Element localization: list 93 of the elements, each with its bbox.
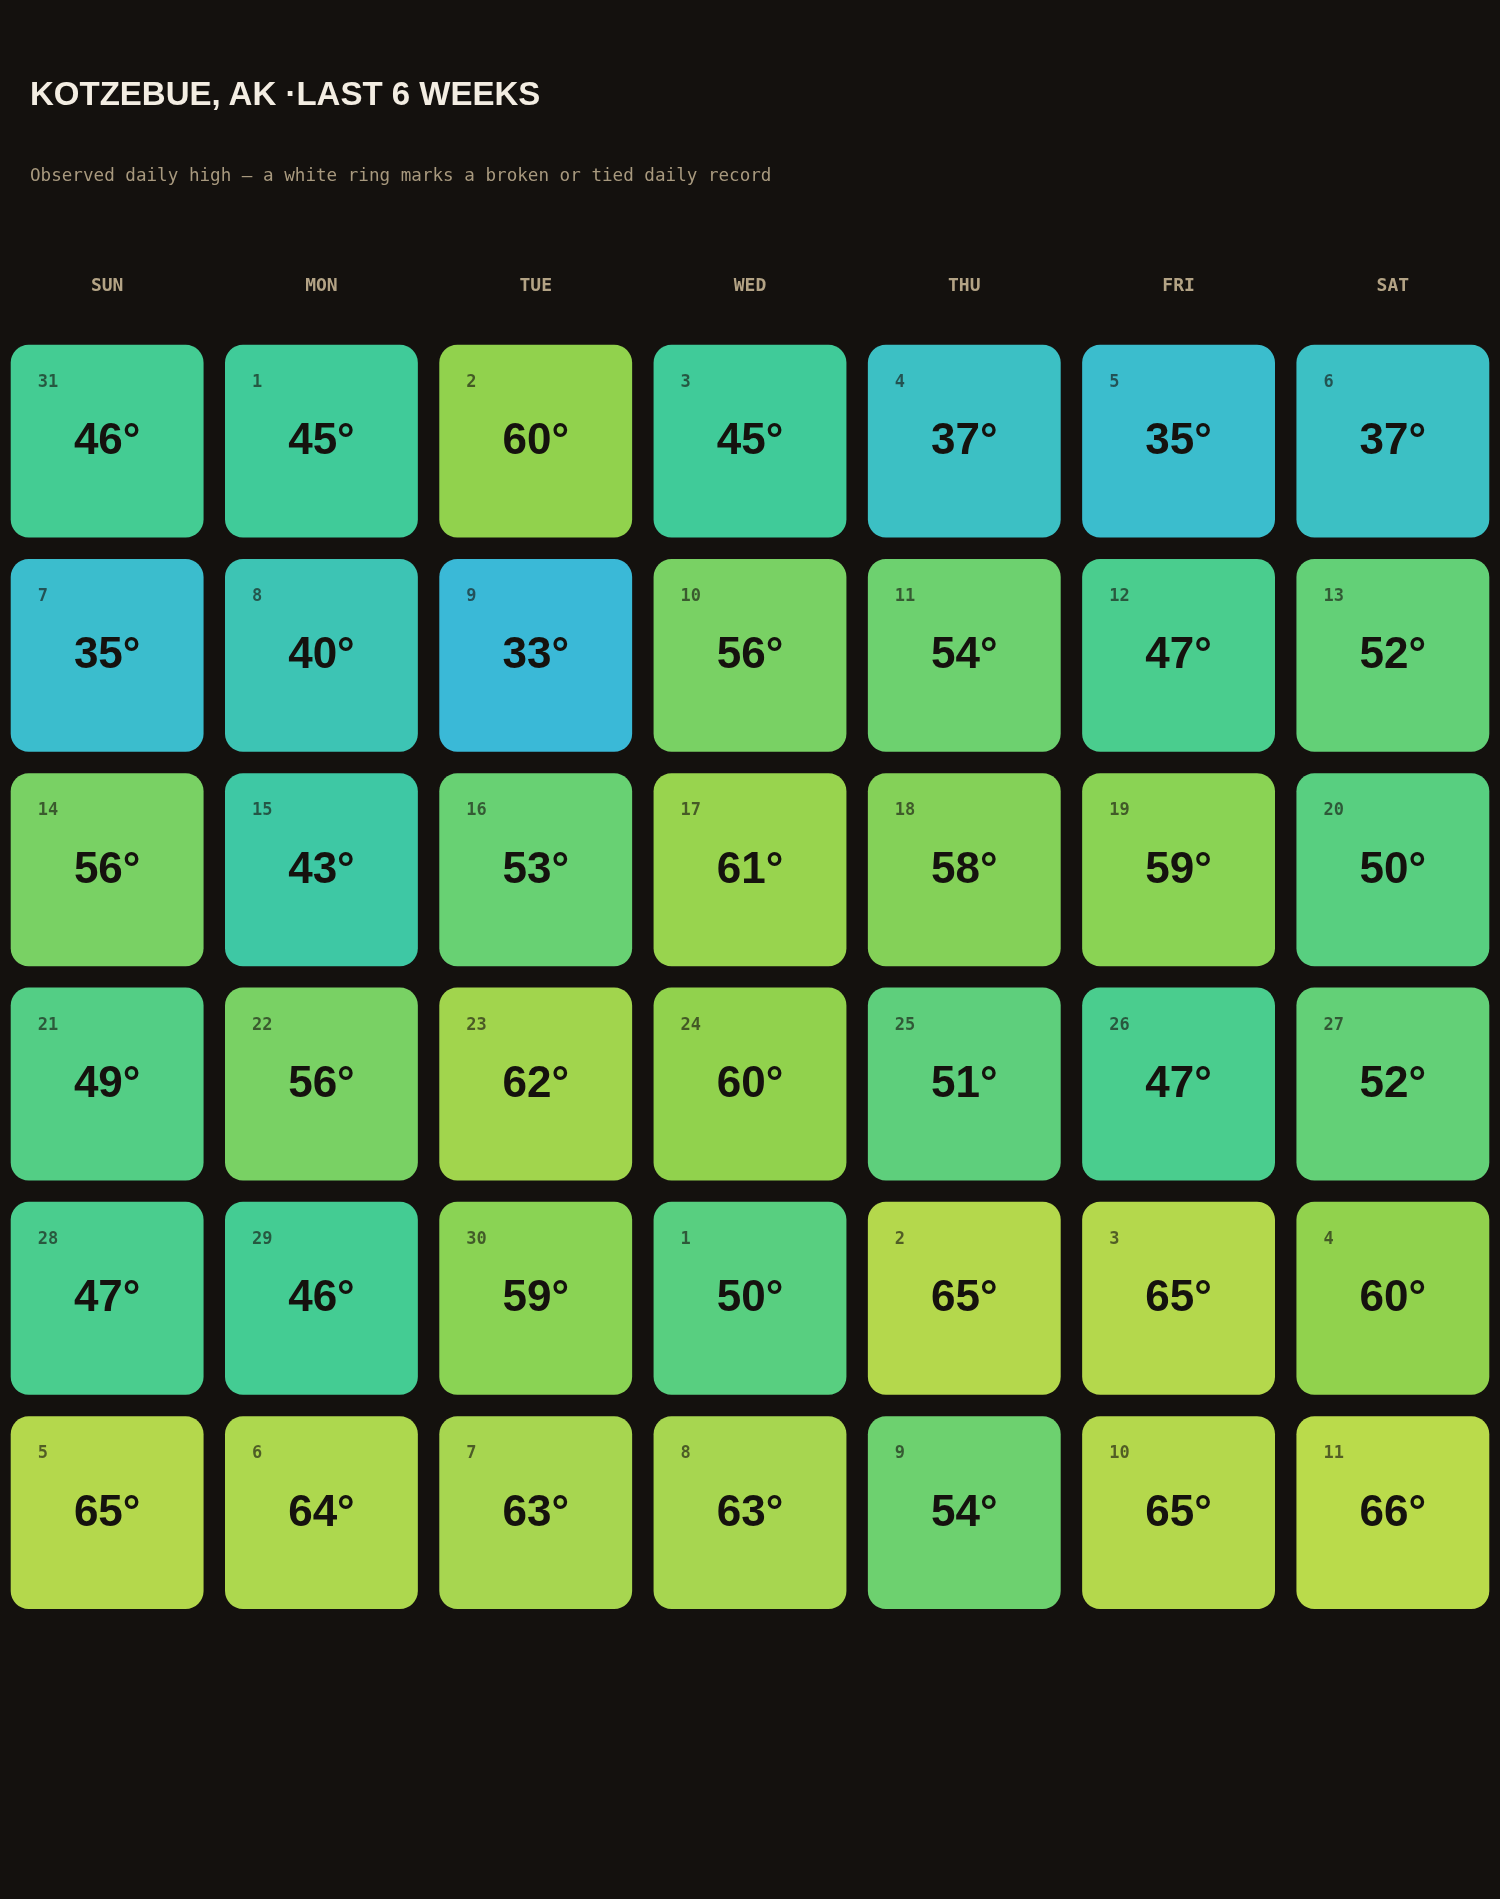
annotation: 23 (466, 1013, 487, 1034)
annotation: 24 (680, 1013, 702, 1034)
chart-subtitle: Observed daily high — a white ring marks a broken or tied daily record (30, 165, 772, 186)
annotation: 31 (37, 370, 59, 391)
annotation: 20 (1323, 799, 1344, 820)
data-label: 47° (1145, 1057, 1212, 1106)
annotation: 8 (680, 1442, 691, 1463)
annotation: 26 (1109, 1013, 1130, 1034)
annotation: 18 (894, 799, 916, 820)
data-label: 37° (1359, 414, 1427, 464)
annotation: 14 (37, 799, 59, 820)
data-label: 60° (716, 1057, 784, 1106)
annotation: 30 (466, 1227, 487, 1248)
annotation: 16 (466, 799, 487, 820)
data-label: 45° (716, 414, 784, 464)
data-label: 56° (73, 842, 141, 892)
annotation: 27 (1323, 1013, 1344, 1034)
annotation: 3 (1109, 1227, 1120, 1248)
data-label: 58° (931, 842, 998, 892)
data-label: 46° (73, 414, 141, 464)
data-label: 47° (1145, 628, 1212, 678)
chart-title: KOTZEBUE, AK ·LAST 6 WEEKS (30, 75, 541, 113)
data-label: 64° (288, 1485, 355, 1535)
annotation: 15 (252, 799, 273, 820)
annotation: 4 (894, 370, 906, 391)
annotation: 13 (1323, 585, 1344, 605)
data-label: 50° (716, 1271, 784, 1321)
annotation: 19 (1109, 799, 1130, 820)
data-label: 56° (716, 628, 784, 678)
data-label: 59° (1145, 842, 1212, 892)
annotation: 29 (252, 1227, 273, 1248)
data-label: 40° (288, 628, 355, 678)
x-tick-label: THU (948, 273, 981, 295)
data-label: 65° (931, 1271, 998, 1321)
data-label: 35° (73, 628, 141, 678)
annotation: 1 (680, 1227, 691, 1248)
annotation: 7 (466, 1442, 477, 1463)
annotation: 28 (37, 1227, 59, 1248)
annotation: 2 (894, 1227, 906, 1248)
annotation: 3 (680, 370, 691, 391)
data-label: 33° (502, 628, 569, 678)
data-label: 46° (288, 1271, 355, 1321)
annotation: 9 (894, 1442, 906, 1463)
x-tick-label: TUE (519, 273, 552, 295)
data-label: 50° (1359, 842, 1427, 892)
annotation: 9 (466, 585, 477, 605)
data-label: 65° (73, 1485, 141, 1535)
annotation: 6 (252, 1442, 263, 1463)
annotation: 2 (466, 370, 477, 391)
data-label: 61° (716, 842, 784, 892)
data-label: 65° (1145, 1485, 1212, 1535)
x-tick-label: SAT (1376, 273, 1410, 295)
data-label: 54° (931, 628, 998, 678)
data-label: 52° (1359, 1057, 1427, 1106)
annotation: 21 (37, 1013, 59, 1034)
data-label: 66° (1359, 1485, 1427, 1535)
data-label: 35° (1145, 414, 1212, 464)
data-label: 63° (502, 1485, 569, 1535)
annotation: 1 (252, 370, 263, 391)
data-label: 43° (288, 842, 355, 892)
data-label: 62° (502, 1057, 569, 1106)
annotation: 7 (37, 585, 48, 605)
x-tick-label: FRI (1162, 273, 1195, 295)
data-label: 56° (288, 1057, 355, 1106)
annotation: 10 (1109, 1442, 1130, 1463)
annotation: 6 (1323, 370, 1334, 391)
data-label: 52° (1359, 628, 1427, 678)
annotation: 5 (1109, 370, 1120, 391)
data-label: 59° (502, 1271, 569, 1321)
annotation: 17 (680, 799, 702, 820)
annotation: 11 (894, 585, 916, 605)
x-tick-label: SUN (90, 273, 124, 295)
annotation: 10 (680, 585, 702, 605)
annotation: 8 (252, 585, 263, 605)
annotation: 5 (37, 1442, 48, 1463)
data-label: 45° (288, 414, 355, 464)
data-label: 47° (73, 1271, 141, 1321)
data-label: 60° (502, 414, 569, 464)
data-label: 53° (502, 842, 569, 892)
data-label: 51° (931, 1057, 998, 1106)
annotation: 4 (1323, 1227, 1334, 1248)
annotation: 11 (1323, 1442, 1344, 1463)
annotation: 22 (252, 1013, 273, 1034)
data-label: 60° (1359, 1271, 1427, 1321)
data-label: 37° (931, 414, 998, 464)
x-tick-label: MON (305, 273, 338, 295)
annotation: 25 (894, 1013, 916, 1034)
x-tick-label: WED (733, 273, 767, 295)
annotation: 12 (1109, 585, 1130, 605)
data-label: 49° (73, 1057, 141, 1106)
data-label: 65° (1145, 1271, 1212, 1321)
data-label: 63° (716, 1485, 784, 1535)
data-label: 54° (931, 1485, 998, 1535)
